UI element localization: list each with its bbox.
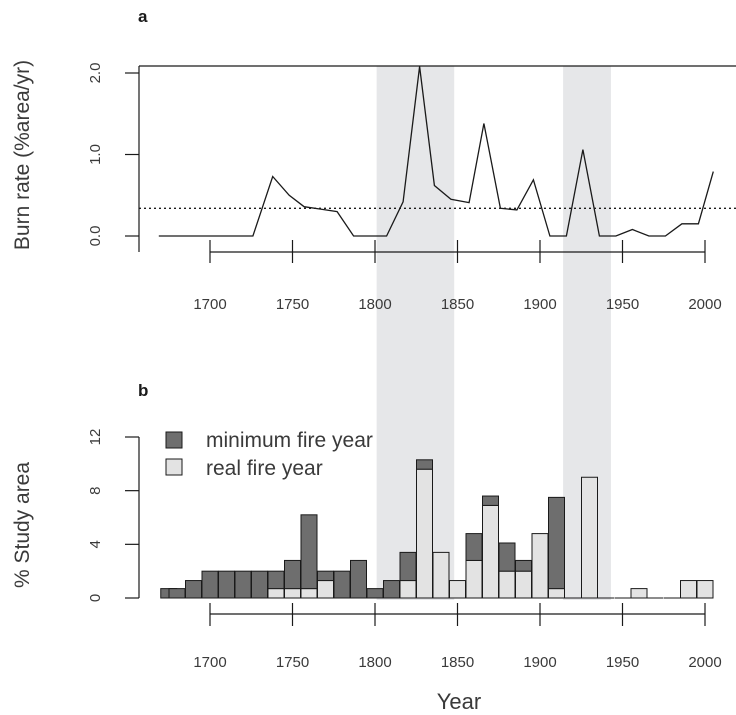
- bar-real-fire-year: [465, 559, 483, 599]
- bar-minimum-fire-year: [284, 559, 301, 590]
- bar-minimum-fire-year: [399, 551, 417, 582]
- panel-a-xtick-label: 1950: [606, 296, 639, 313]
- bar-minimum-fire-year: [366, 588, 384, 599]
- panel-a-ytick-label: 0.0: [87, 226, 104, 247]
- bar-minimum-fire-year: [251, 570, 268, 599]
- bar-minimum-fire-year: [300, 514, 318, 590]
- bar-real-fire-year: [515, 570, 532, 599]
- bar-minimum-fire-year: [515, 559, 532, 572]
- panel-a-axes: 0.0 1.0 2.0 1700 1750 1800 1850 1900 1950 2000: [87, 63, 736, 313]
- panel-b-ytick-label: 4: [87, 540, 104, 548]
- panel-b-xtick-label: 1800: [358, 654, 391, 671]
- bar-minimum-fire-year: [333, 570, 351, 599]
- bar-real-fire-year: [399, 580, 417, 599]
- bar-minimum-fire-year: [350, 559, 367, 599]
- bar-real-fire-year: [284, 588, 301, 599]
- bar-minimum-fire-year: [218, 570, 235, 599]
- bar-real-fire-year: [432, 551, 450, 599]
- bar-minimum-fire-year: [234, 570, 252, 599]
- panel-b-xtick-label: 1850: [441, 654, 474, 671]
- panel-b-xtick-label: 1950: [606, 654, 639, 671]
- bar-real-fire-year: [680, 580, 697, 599]
- bar-real-fire-year: [482, 504, 499, 599]
- legend-label-minimum-fire-year: minimum fire year: [206, 429, 373, 452]
- bar-minimum-fire-year: [317, 570, 334, 582]
- panel-a-burn-rate-series: [158, 66, 714, 237]
- bar-real-fire-year: [449, 580, 466, 599]
- bar-real-fire-year: [581, 476, 598, 599]
- bar-minimum-fire-year: [185, 580, 202, 599]
- panel-b-bars: [160, 459, 714, 599]
- bar-minimum-fire-year: [168, 588, 186, 599]
- bar-minimum-fire-year: [548, 496, 565, 590]
- bar-real-fire-year: [317, 580, 334, 599]
- panel-a-ylabel: Burn rate (%area/yr): [11, 60, 34, 250]
- panel-b-xtick-label: 1900: [523, 654, 556, 671]
- panel-a-xtick-label: 1900: [523, 296, 556, 313]
- legend: minimum fire year real fire year: [165, 429, 373, 480]
- panel-a-xtick-label: 1800: [358, 296, 391, 313]
- panel-a-ytick-label: 2.0: [87, 63, 104, 84]
- bar-real-fire-year: [696, 580, 714, 599]
- panel-a-xtick-label: 1700: [193, 296, 226, 313]
- panel-b-ylabel: % Study area: [11, 462, 34, 588]
- bar-minimum-fire-year: [482, 495, 499, 506]
- panel-b-axes: 0 4 8 12 1700 1750 1800 1850 1900 1950 2000: [87, 429, 722, 671]
- bar-real-fire-year: [267, 588, 285, 599]
- legend-swatch-minimum-fire-year: [165, 431, 183, 449]
- x-axis-label: Year: [437, 689, 481, 714]
- panel-b-ytick-label: 0: [87, 594, 104, 602]
- panel-b-xtick-label: 1700: [193, 654, 226, 671]
- panel-b-label: b: [138, 381, 148, 400]
- panel-b-ytick-label: 12: [87, 429, 104, 446]
- bar-real-fire-year: [531, 533, 549, 599]
- panel-a-ytick-label: 1.0: [87, 144, 104, 165]
- bar-real-fire-year: [498, 570, 516, 599]
- bar-minimum-fire-year: [465, 533, 483, 561]
- panel-b-xtick-label: 2000: [688, 654, 721, 671]
- shaded-period-1: [376, 66, 455, 600]
- bar-real-fire-year: [416, 468, 433, 599]
- panel-b-xtick-label: 1750: [276, 654, 309, 671]
- legend-label-real-fire-year: real fire year: [206, 457, 323, 480]
- panel-a-xtick-label: 2000: [688, 296, 721, 313]
- bar-minimum-fire-year: [201, 570, 219, 599]
- panel-b-ytick-label: 8: [87, 486, 104, 494]
- burn-rate-line: [158, 66, 714, 237]
- bar-minimum-fire-year: [416, 459, 433, 470]
- legend-swatch-real-fire-year: [165, 458, 183, 476]
- bar-real-fire-year: [300, 588, 318, 599]
- bar-real-fire-year: [630, 588, 648, 599]
- bar-minimum-fire-year: [498, 542, 516, 572]
- bar-minimum-fire-year: [267, 570, 285, 590]
- panel-a-label: a: [138, 7, 148, 26]
- panel-a-xtick-label: 1750: [276, 296, 309, 313]
- bar-real-fire-year: [548, 588, 565, 599]
- bar-minimum-fire-year: [383, 580, 400, 599]
- panel-a-shaded-periods: [376, 66, 611, 600]
- panel-a-xtick-label: 1850: [441, 296, 474, 313]
